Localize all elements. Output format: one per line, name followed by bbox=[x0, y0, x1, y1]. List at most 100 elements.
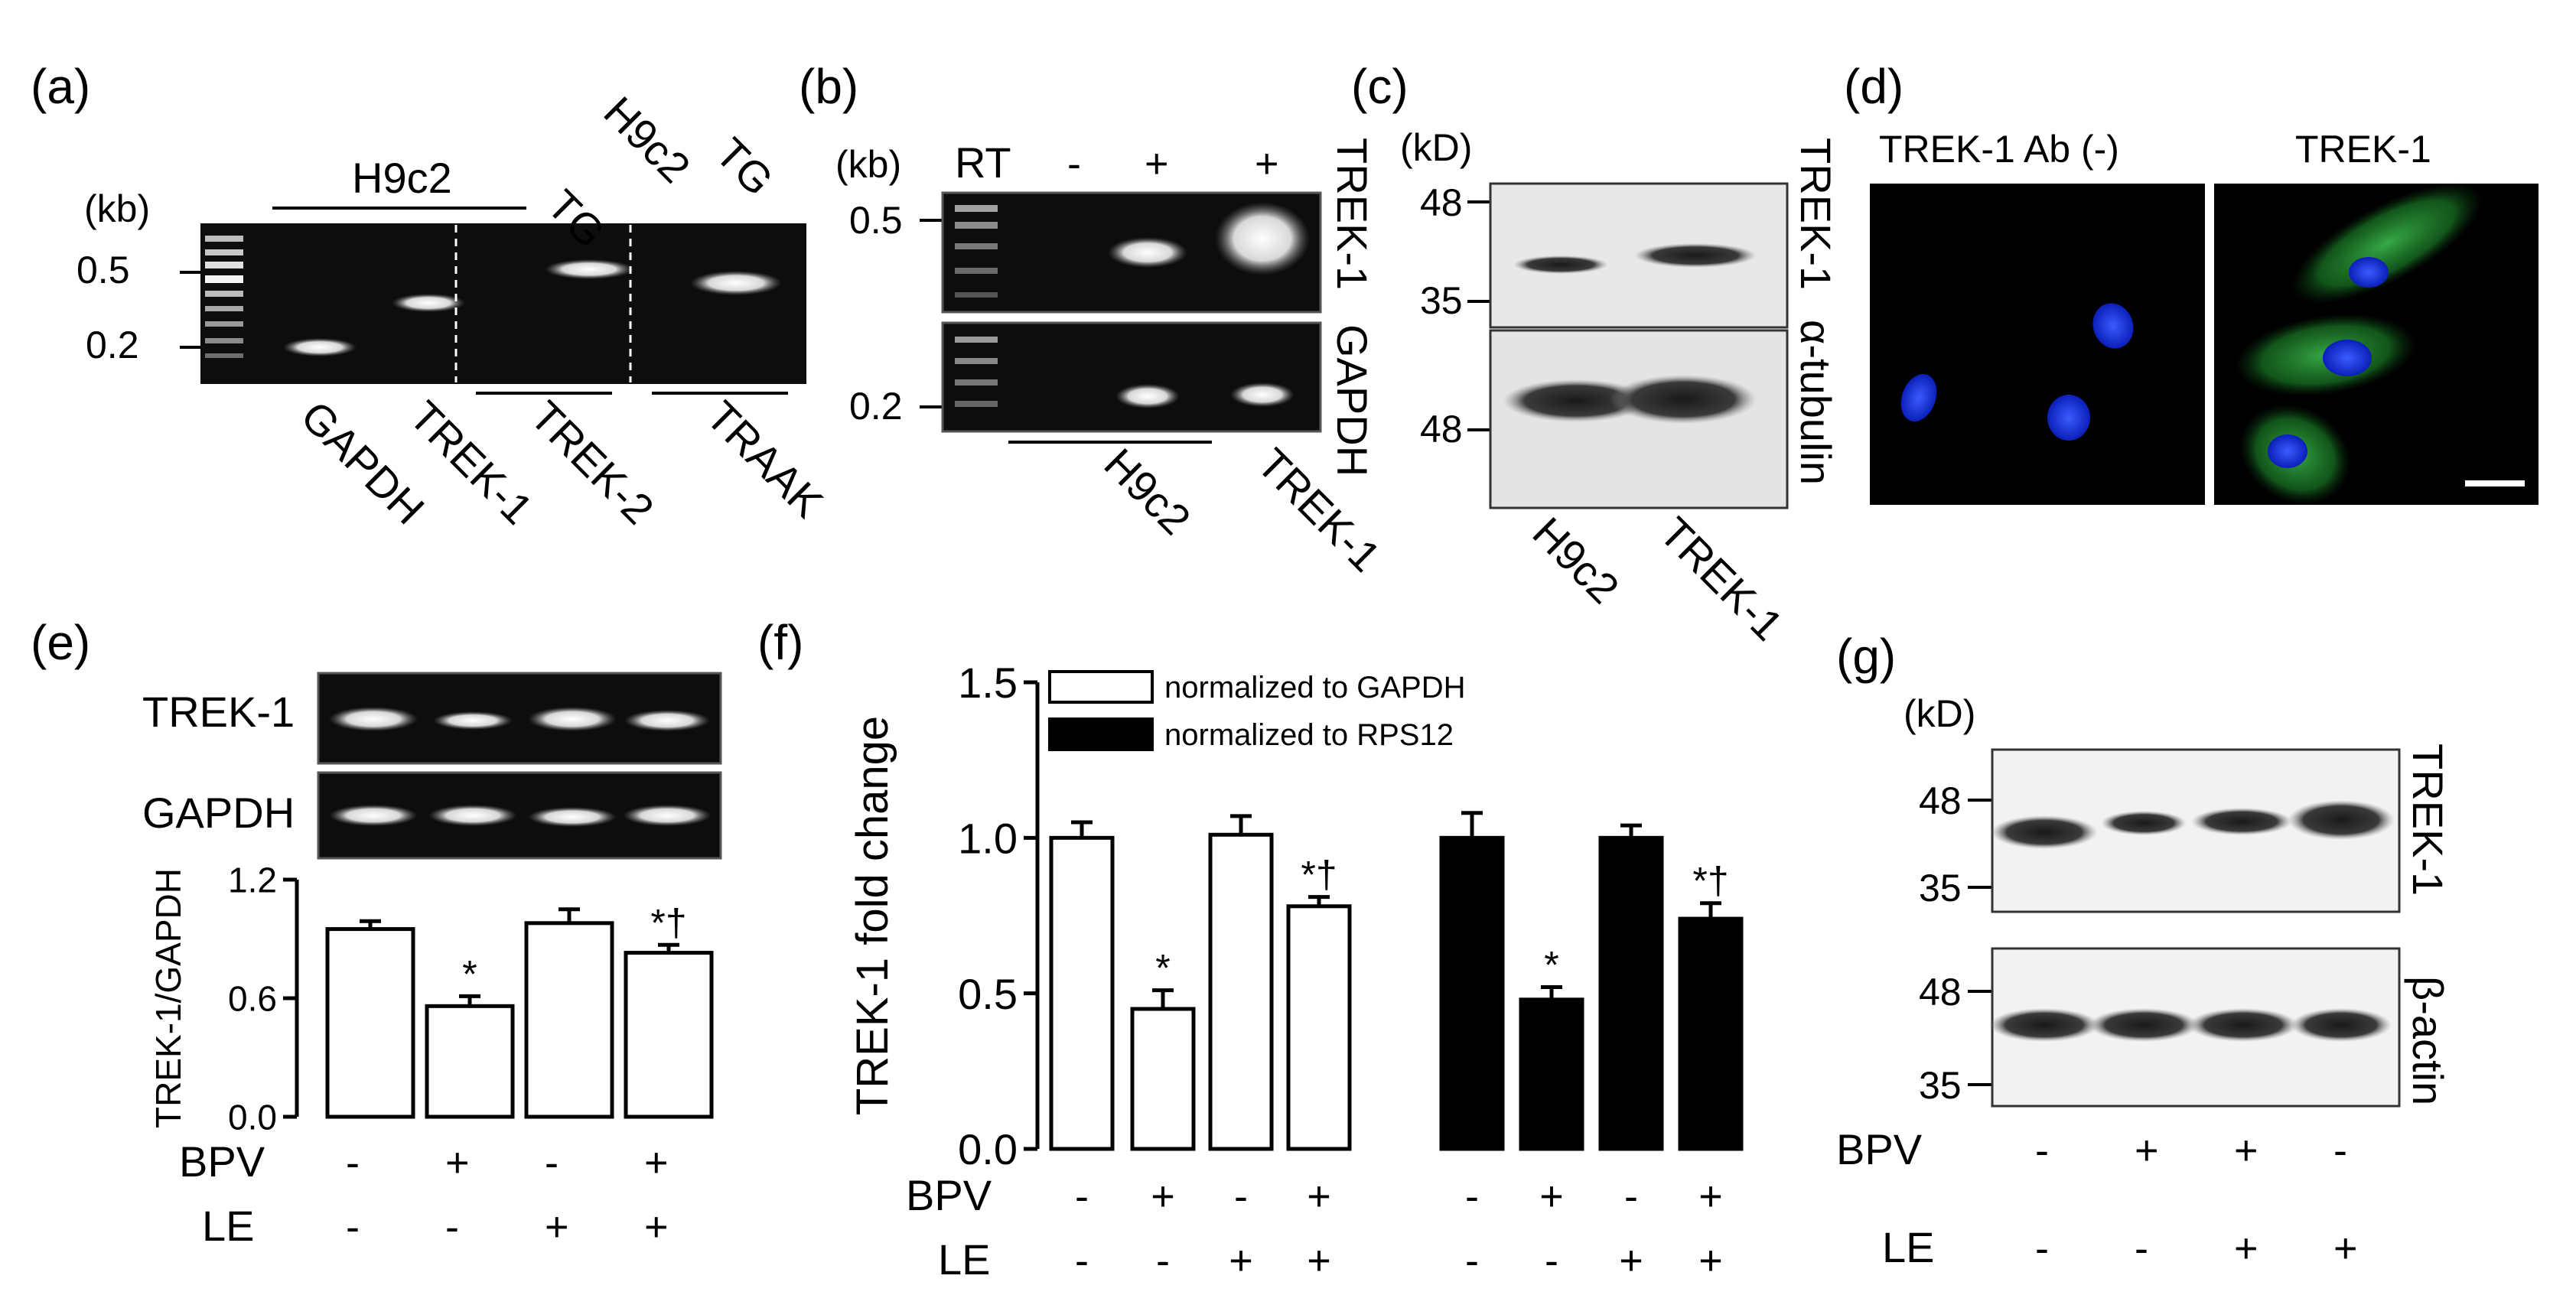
sign: + bbox=[1698, 1173, 1723, 1219]
legend-swatch bbox=[1048, 670, 1154, 704]
panel-g-marker-top-1: 35 bbox=[1919, 867, 1962, 909]
sign: + bbox=[644, 1140, 669, 1186]
panel-a-top-2: H9c2 bbox=[595, 87, 700, 192]
legend-label: normalized to GAPDH bbox=[1164, 671, 1465, 704]
band bbox=[2089, 1008, 2199, 1042]
sign: - bbox=[2035, 1225, 2049, 1271]
band bbox=[329, 707, 418, 731]
sign: - bbox=[1075, 1173, 1089, 1219]
bar bbox=[325, 927, 415, 1119]
band bbox=[1610, 375, 1757, 424]
panel-f-label: (f) bbox=[757, 615, 803, 670]
panel-b-unit: (kb) bbox=[835, 143, 901, 186]
bar bbox=[425, 1004, 515, 1119]
band-gapdh bbox=[1115, 384, 1180, 408]
bar bbox=[1130, 1007, 1196, 1151]
panel-g-label: (g) bbox=[1836, 629, 1896, 684]
band bbox=[329, 805, 418, 826]
band bbox=[428, 805, 517, 826]
panel-f: (f) 0.0 0.5 1.0 1.5 TREK-1 fold change * *† * *†… bbox=[757, 615, 1744, 1284]
panel-f-row-1: LE bbox=[938, 1235, 991, 1284]
bar bbox=[624, 951, 714, 1119]
y-tick-label: 1.2 bbox=[228, 861, 277, 900]
band bbox=[2288, 800, 2395, 840]
legend-swatch bbox=[1048, 717, 1154, 751]
nucleus bbox=[2092, 303, 2134, 349]
sign: + bbox=[445, 1140, 470, 1186]
panel-e-row-1: LE bbox=[202, 1202, 255, 1250]
significance-label: * bbox=[1544, 944, 1558, 987]
panel-g-row-1: LE bbox=[1882, 1223, 1935, 1271]
sign: - bbox=[1545, 1238, 1558, 1284]
sign: + bbox=[1229, 1238, 1253, 1284]
panel-c-unit: (kD) bbox=[1400, 126, 1472, 169]
nucleus bbox=[2323, 340, 2372, 376]
legend-label: normalized to RPS12 bbox=[1164, 718, 1454, 752]
band bbox=[528, 707, 617, 731]
panel-a-marker-0: 0.5 bbox=[77, 249, 130, 291]
y-axis-label: TREK-1 fold change bbox=[848, 716, 897, 1115]
sign: - bbox=[346, 1204, 360, 1250]
significance-label: * bbox=[1155, 947, 1170, 990]
y-axis-label: TREK-1/GAPDH bbox=[148, 868, 188, 1128]
y-tick-label: 0.5 bbox=[958, 970, 1018, 1018]
panel-f-le-signs: - - + + - - + + bbox=[1075, 1238, 1723, 1284]
sign: + bbox=[1619, 1238, 1643, 1284]
y-tick-label: 0.0 bbox=[958, 1125, 1018, 1173]
panel-b-marker-1: 0.2 bbox=[849, 385, 903, 428]
band-trek1 bbox=[392, 294, 465, 312]
chart-f: 0.0 0.5 1.0 1.5 TREK-1 fold change * *† * *† norm… bbox=[848, 659, 1744, 1173]
ladder bbox=[955, 337, 998, 407]
panel-a-unit: (kb) bbox=[84, 187, 150, 230]
band-gapdh bbox=[283, 338, 357, 356]
panel-a-bottom-1: TREK-1 bbox=[401, 392, 542, 533]
panel-g-marker-top-0: 48 bbox=[1919, 779, 1962, 822]
panel-g: (g) (kD) 48 35 48 35 TREK-1 β-actin BPV … bbox=[1836, 629, 2452, 1271]
panel-g-unit: (kD) bbox=[1904, 692, 1975, 735]
band-gapdh bbox=[1230, 382, 1295, 407]
sign: - bbox=[1465, 1238, 1479, 1284]
band-trek1-overexp bbox=[1215, 202, 1310, 275]
panel-b-right-0: TREK-1 bbox=[1328, 138, 1376, 290]
panel-c-bottom-0: H9c2 bbox=[1524, 508, 1629, 613]
bar bbox=[1049, 835, 1115, 1151]
band bbox=[623, 805, 712, 826]
panel-c-marker-bottom-0: 48 bbox=[1420, 408, 1463, 451]
sign: - bbox=[2135, 1225, 2148, 1271]
panel-c-label: (c) bbox=[1351, 59, 1408, 114]
panel-g-row-0: BPV bbox=[1836, 1125, 1923, 1173]
band bbox=[1634, 243, 1757, 268]
panel-e-le-signs: - - + + bbox=[346, 1204, 669, 1250]
panel-b-rt: RT bbox=[955, 138, 1011, 187]
band bbox=[2101, 811, 2187, 835]
panel-a-bottom-2: TREK-2 bbox=[522, 392, 663, 533]
sign: + bbox=[1698, 1238, 1723, 1284]
panel-a-label: (a) bbox=[31, 59, 90, 114]
band bbox=[2191, 808, 2292, 835]
sign: - bbox=[2333, 1127, 2347, 1173]
panel-b: (b) (kb) RT - + + 0.5 0.2 TREK-1 GAPD bbox=[799, 59, 1390, 581]
panel-a-bottom-3: TRAAK bbox=[698, 392, 833, 527]
sign: - bbox=[2035, 1127, 2049, 1173]
ladder bbox=[205, 236, 243, 358]
band-trek1-h9c2 bbox=[1108, 237, 1187, 268]
bar bbox=[1598, 835, 1664, 1151]
panel-g-right-0: TREK-1 bbox=[2404, 743, 2452, 896]
micrograph-control bbox=[1870, 184, 2205, 505]
significance-label: *† bbox=[1692, 860, 1728, 903]
panel-b-rt-sign-1: + bbox=[1145, 141, 1169, 187]
nucleus bbox=[2349, 257, 2389, 288]
nucleus bbox=[1900, 374, 1937, 421]
bar bbox=[1519, 997, 1584, 1151]
panel-d: (d) TREK-1 Ab (-) TREK-1 bbox=[1844, 59, 2539, 505]
significance-label: *† bbox=[1301, 854, 1337, 896]
panel-a-top-3: TG bbox=[707, 129, 783, 205]
band bbox=[1503, 379, 1649, 422]
band bbox=[1513, 255, 1608, 274]
panel-c-bottom-1: TREK-1 bbox=[1651, 508, 1793, 649]
panel-b-bottom-0: H9c2 bbox=[1096, 439, 1200, 544]
gel-image bbox=[200, 223, 806, 384]
cell-stain bbox=[2291, 182, 2483, 304]
panel-g-marker-bottom-0: 48 bbox=[1919, 971, 1962, 1014]
chart-e: 0.0 0.6 1.2 TREK-1/GAPDH * *† bbox=[148, 861, 714, 1137]
